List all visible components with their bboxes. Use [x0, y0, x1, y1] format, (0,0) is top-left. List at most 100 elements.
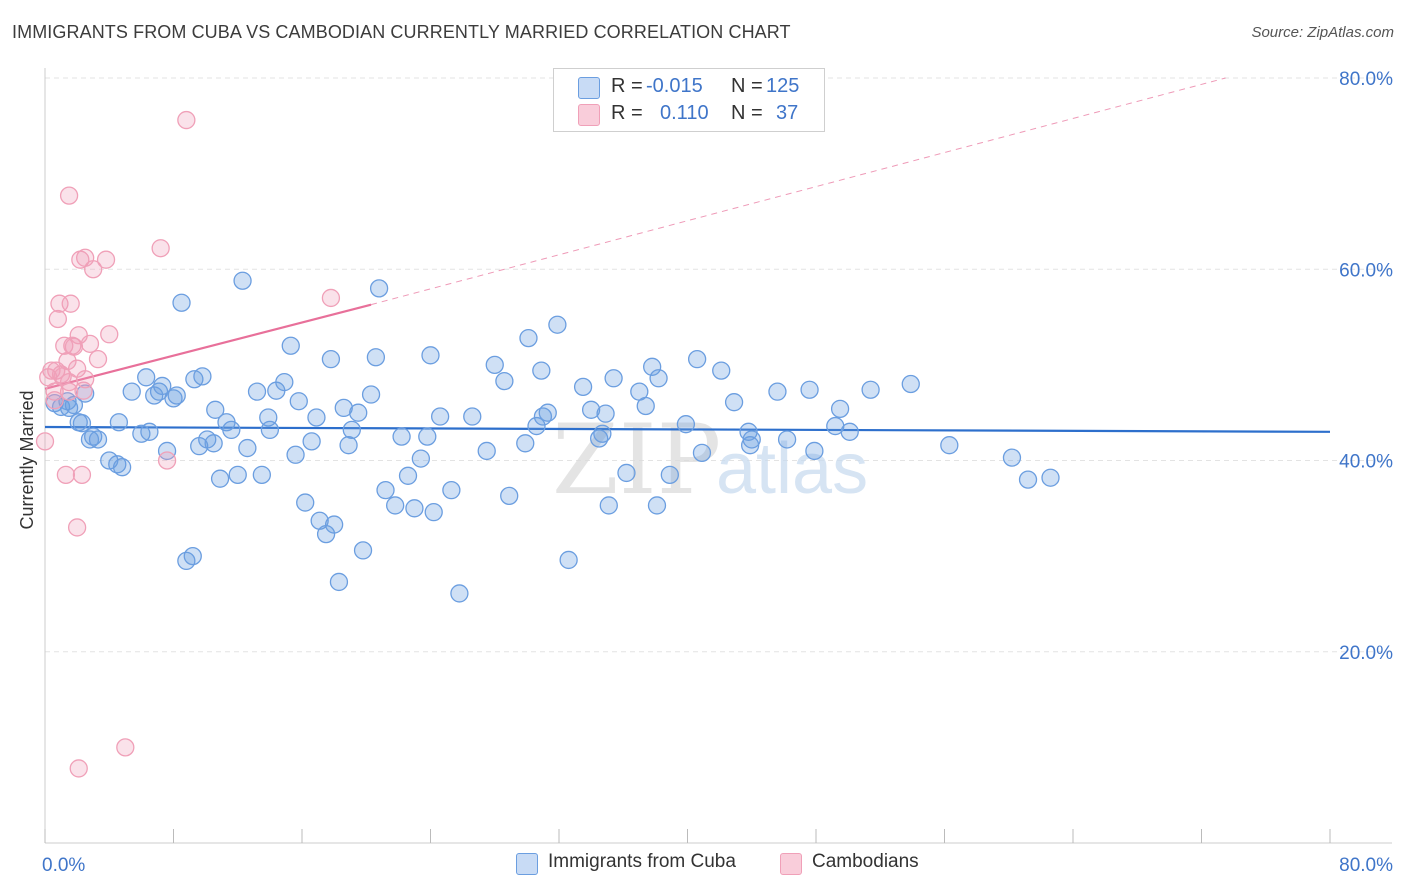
legend-r-value: 0.110 — [660, 102, 709, 124]
point-cuba — [361, 385, 381, 404]
point-cuba — [405, 499, 424, 518]
source-label: Source: ZipAtlas.com — [1251, 24, 1394, 41]
point-cambodians — [76, 370, 95, 389]
point-cuba — [559, 550, 578, 570]
point-cuba — [1018, 470, 1038, 489]
point-cambodians — [100, 325, 119, 344]
point-cuba — [411, 449, 431, 468]
point-cuba — [1002, 448, 1022, 467]
legend-n-value: 37 — [776, 102, 799, 124]
point-cuba — [392, 427, 411, 446]
point-cuba — [153, 376, 172, 396]
point-cuba — [296, 493, 315, 512]
legend-swatch-cambodians — [578, 104, 600, 126]
point-cuba — [805, 441, 824, 461]
point-cuba — [768, 382, 787, 401]
point-cuba — [342, 420, 361, 440]
point-cambodians — [59, 186, 79, 205]
point-cambodians — [56, 465, 76, 484]
point-cuba — [940, 436, 959, 455]
point-cuba — [386, 496, 405, 515]
point-cambodians — [35, 432, 55, 451]
point-cuba — [167, 386, 186, 405]
correlation-legend: R = -0.015 N = 125 R = 0.110 N = 37 — [553, 68, 825, 132]
point-cuba — [164, 389, 183, 408]
point-cambodians — [67, 518, 87, 537]
point-cuba — [516, 434, 535, 453]
point-cuba — [830, 399, 850, 419]
point-cuba — [247, 382, 267, 401]
tick-labels: 20.0% 40.0% 60.0% 80.0% 0.0% 80.0% Currently M… — [17, 69, 1393, 876]
point-cuba — [193, 367, 212, 386]
point-cuba — [366, 348, 386, 367]
point-cuba — [660, 465, 679, 484]
chart-title: IMMIGRANTS FROM CUBA VS CAMBODIAN CURREN… — [12, 22, 791, 42]
point-cambodians — [69, 759, 88, 778]
point-cuba — [398, 466, 418, 485]
point-cuba — [418, 427, 437, 446]
point-cuba — [430, 407, 450, 426]
point-cuba — [581, 400, 601, 419]
point-cambodians — [157, 451, 177, 470]
legend-r-label: R = — [611, 75, 643, 97]
trendline-cambodians — [44, 303, 372, 390]
point-cuba — [206, 400, 225, 419]
point-cuba — [538, 403, 557, 422]
point-cambodians — [42, 361, 61, 380]
point-cuba — [424, 502, 443, 522]
point-cuba — [840, 422, 859, 441]
point-cuba — [140, 422, 159, 441]
point-cuba — [376, 480, 395, 500]
point-cuba — [339, 436, 358, 455]
point-cambodians — [84, 260, 103, 279]
point-cuba — [777, 430, 797, 449]
point-cambodians — [59, 382, 79, 401]
point-cuba — [442, 480, 461, 500]
trendlines — [44, 77, 1331, 433]
point-cuba — [329, 572, 349, 592]
point-cuba — [334, 398, 353, 418]
point-cuba — [307, 408, 326, 427]
point-cuba — [901, 374, 920, 394]
point-cuba — [228, 465, 247, 484]
y-axis-label: Currently Married — [17, 390, 37, 529]
point-cambodians — [151, 239, 170, 258]
point-cuba — [527, 416, 546, 436]
watermark-atlas: atlas — [716, 429, 868, 509]
legend-label-cuba: Immigrants from Cuba — [548, 851, 736, 872]
legend-r-label: R = — [611, 102, 643, 124]
legend-n-value: 125 — [766, 75, 800, 97]
point-cuba — [238, 438, 257, 458]
point-cuba — [712, 361, 731, 380]
point-cuba — [289, 392, 308, 411]
point-cuba — [485, 355, 504, 375]
point-cambodians — [116, 738, 135, 757]
point-cuba — [112, 458, 132, 477]
point-cuba — [548, 315, 567, 334]
point-cuba — [302, 432, 321, 451]
point-cuba — [643, 357, 662, 376]
point-cambodians — [72, 465, 92, 484]
point-cuba — [286, 445, 305, 464]
point-cuba — [477, 441, 496, 461]
point-cuba — [321, 349, 341, 369]
point-cuba — [222, 420, 241, 440]
point-cambodians — [88, 349, 108, 369]
point-cuba — [157, 441, 177, 461]
y-tick-label: 20.0% — [1339, 643, 1393, 664]
point-cuba — [742, 430, 761, 449]
point-cuba — [599, 496, 618, 515]
point-cambodians — [63, 336, 82, 355]
point-cuba — [676, 415, 696, 434]
trendline-cuba — [44, 425, 1331, 433]
point-cuba — [647, 496, 667, 515]
point-cambodians — [96, 250, 116, 269]
point-cambodians — [48, 309, 67, 329]
point-cuba — [59, 398, 79, 418]
point-cuba — [210, 469, 230, 488]
legend-swatch-cuba — [516, 853, 538, 875]
x-tick-label: 0.0% — [42, 855, 85, 876]
point-cuba — [450, 584, 469, 603]
